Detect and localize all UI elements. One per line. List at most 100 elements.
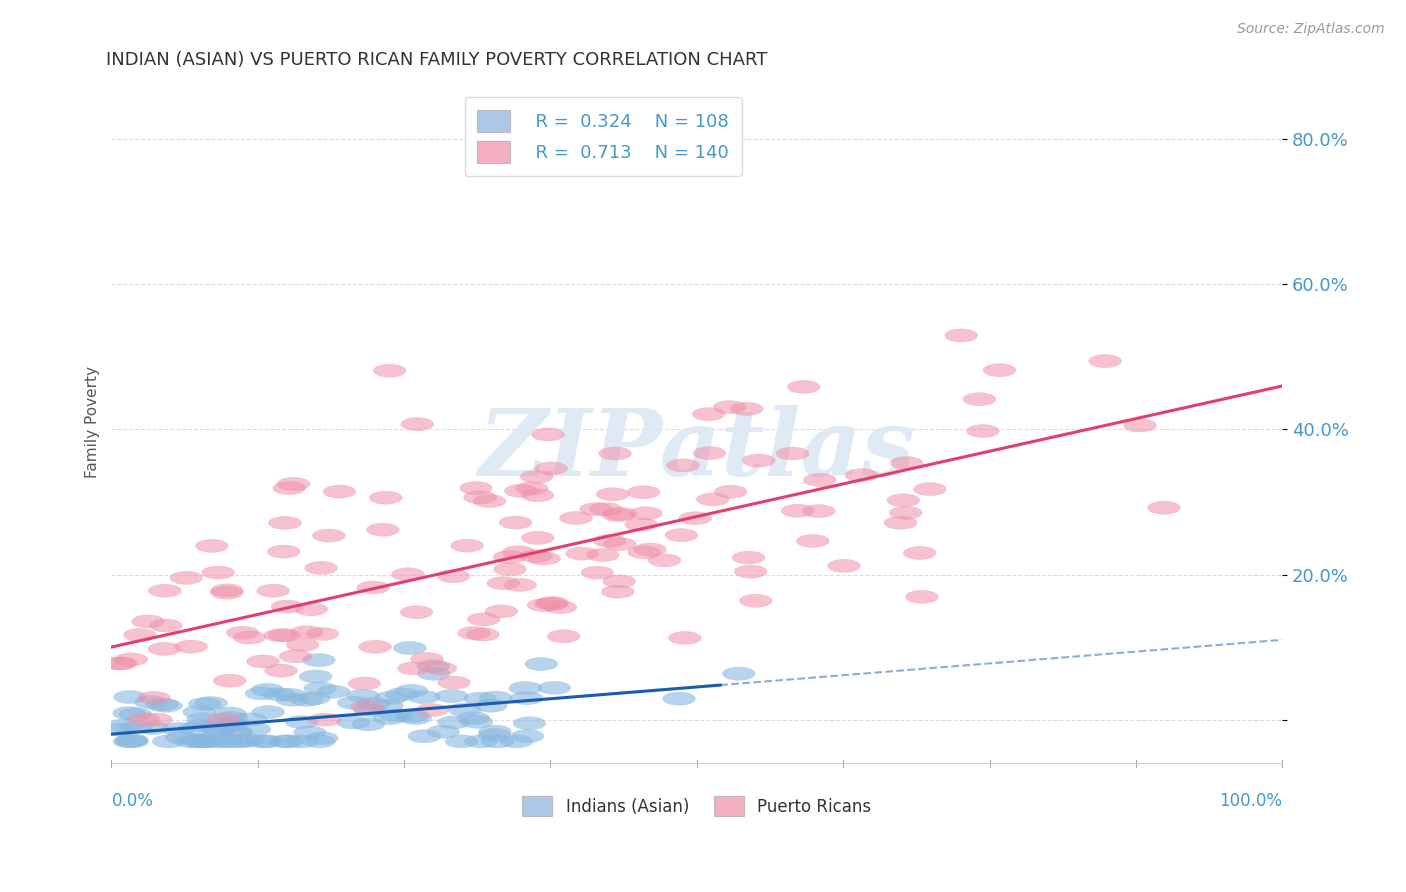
- Ellipse shape: [375, 691, 408, 705]
- Ellipse shape: [787, 380, 820, 393]
- Ellipse shape: [370, 491, 402, 504]
- Ellipse shape: [307, 627, 339, 640]
- Ellipse shape: [233, 631, 266, 644]
- Ellipse shape: [648, 554, 681, 566]
- Ellipse shape: [479, 691, 512, 704]
- Ellipse shape: [890, 507, 922, 519]
- Ellipse shape: [401, 606, 433, 619]
- Ellipse shape: [357, 581, 389, 594]
- Ellipse shape: [219, 725, 253, 739]
- Ellipse shape: [478, 729, 510, 741]
- Ellipse shape: [211, 586, 243, 599]
- Ellipse shape: [235, 713, 267, 726]
- Ellipse shape: [544, 600, 576, 614]
- Ellipse shape: [263, 688, 295, 701]
- Ellipse shape: [538, 681, 571, 695]
- Ellipse shape: [565, 547, 599, 560]
- Ellipse shape: [740, 594, 772, 607]
- Ellipse shape: [391, 568, 425, 581]
- Ellipse shape: [347, 677, 381, 690]
- Ellipse shape: [714, 485, 747, 499]
- Ellipse shape: [520, 470, 553, 483]
- Ellipse shape: [208, 713, 240, 726]
- Ellipse shape: [269, 735, 302, 747]
- Ellipse shape: [593, 534, 626, 548]
- Ellipse shape: [460, 482, 492, 494]
- Ellipse shape: [280, 649, 312, 663]
- Ellipse shape: [305, 561, 337, 574]
- Ellipse shape: [214, 716, 246, 729]
- Ellipse shape: [308, 713, 342, 726]
- Ellipse shape: [627, 485, 659, 499]
- Ellipse shape: [115, 735, 149, 747]
- Ellipse shape: [294, 726, 326, 739]
- Ellipse shape: [299, 670, 332, 683]
- Ellipse shape: [257, 584, 290, 598]
- Ellipse shape: [534, 462, 568, 475]
- Ellipse shape: [215, 711, 247, 724]
- Ellipse shape: [589, 503, 623, 516]
- Ellipse shape: [464, 692, 496, 706]
- Ellipse shape: [662, 692, 696, 706]
- Ellipse shape: [603, 538, 636, 550]
- Ellipse shape: [380, 708, 412, 722]
- Ellipse shape: [602, 585, 634, 599]
- Ellipse shape: [945, 329, 977, 342]
- Ellipse shape: [665, 529, 697, 541]
- Ellipse shape: [505, 484, 537, 498]
- Ellipse shape: [138, 691, 170, 705]
- Ellipse shape: [367, 523, 399, 536]
- Ellipse shape: [190, 735, 222, 747]
- Ellipse shape: [782, 504, 814, 517]
- Ellipse shape: [478, 725, 512, 738]
- Ellipse shape: [472, 494, 506, 508]
- Ellipse shape: [486, 576, 520, 590]
- Ellipse shape: [796, 534, 830, 548]
- Ellipse shape: [191, 735, 224, 747]
- Ellipse shape: [966, 425, 1000, 438]
- Ellipse shape: [285, 735, 318, 747]
- Ellipse shape: [776, 447, 808, 460]
- Ellipse shape: [679, 512, 711, 524]
- Ellipse shape: [510, 730, 544, 743]
- Ellipse shape: [668, 632, 702, 645]
- Ellipse shape: [474, 699, 508, 712]
- Ellipse shape: [246, 655, 280, 668]
- Ellipse shape: [211, 584, 243, 597]
- Ellipse shape: [162, 723, 194, 736]
- Ellipse shape: [1088, 355, 1122, 368]
- Ellipse shape: [269, 516, 301, 530]
- Ellipse shape: [108, 719, 141, 732]
- Ellipse shape: [464, 491, 496, 504]
- Ellipse shape: [267, 629, 301, 641]
- Ellipse shape: [124, 629, 156, 641]
- Ellipse shape: [666, 458, 699, 472]
- Ellipse shape: [290, 625, 323, 639]
- Ellipse shape: [115, 653, 148, 666]
- Ellipse shape: [401, 417, 433, 431]
- Ellipse shape: [181, 734, 214, 747]
- Ellipse shape: [634, 543, 666, 556]
- Ellipse shape: [184, 735, 217, 747]
- Ellipse shape: [394, 641, 426, 655]
- Ellipse shape: [214, 674, 246, 687]
- Ellipse shape: [1123, 419, 1157, 432]
- Ellipse shape: [467, 628, 499, 641]
- Ellipse shape: [427, 725, 460, 739]
- Ellipse shape: [370, 699, 404, 712]
- Ellipse shape: [226, 626, 259, 640]
- Ellipse shape: [914, 483, 946, 496]
- Ellipse shape: [373, 364, 406, 377]
- Ellipse shape: [215, 717, 249, 731]
- Ellipse shape: [692, 408, 725, 421]
- Ellipse shape: [136, 722, 169, 734]
- Ellipse shape: [415, 704, 449, 716]
- Ellipse shape: [446, 735, 478, 747]
- Ellipse shape: [350, 700, 384, 714]
- Ellipse shape: [803, 474, 837, 486]
- Ellipse shape: [120, 721, 152, 733]
- Text: Source: ZipAtlas.com: Source: ZipAtlas.com: [1237, 22, 1385, 37]
- Ellipse shape: [803, 505, 835, 517]
- Ellipse shape: [408, 730, 440, 743]
- Ellipse shape: [398, 662, 430, 675]
